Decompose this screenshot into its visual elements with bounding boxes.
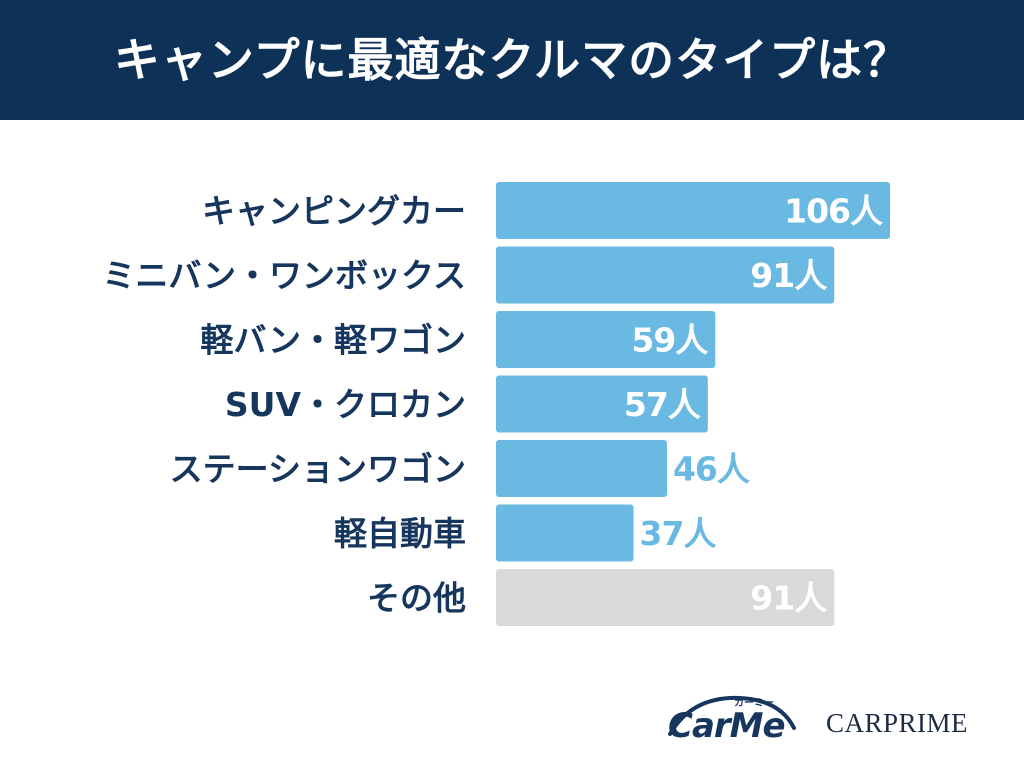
header-bar xyxy=(0,0,1024,120)
value-label-6: 91人 xyxy=(750,579,827,618)
value-label-2: 59人 xyxy=(631,321,708,360)
category-label-1: ミニバン・ワンボックス xyxy=(102,256,466,295)
bar-5 xyxy=(496,504,634,562)
bar-6 xyxy=(496,569,835,626)
carme-wordmark: CarMe xyxy=(668,706,786,746)
category-label-6: その他 xyxy=(367,579,466,618)
carme-car-icon xyxy=(668,695,796,736)
carprime-logo: CARPRIME xyxy=(826,708,969,738)
bar-3 xyxy=(496,375,708,433)
bar-2 xyxy=(496,311,716,368)
category-label-0: キャンピングカー xyxy=(202,192,466,231)
bar-0 xyxy=(496,182,890,239)
category-label-4: ステーションワゴン xyxy=(170,450,466,489)
bar-4 xyxy=(496,440,667,497)
carme-sub-label: カーミー xyxy=(734,698,774,709)
value-label-5: 37人 xyxy=(640,514,717,553)
category-label-3: SUV・クロカン xyxy=(225,385,466,424)
carme-logo: カーミー CarMe xyxy=(662,688,802,752)
value-label-0: 106人 xyxy=(784,192,883,231)
chart-title: キャンプに最適なクルマのタイプは？ xyxy=(113,33,911,87)
value-label-3: 57人 xyxy=(624,385,701,424)
category-label-2: 軽バン・軽ワゴン xyxy=(200,321,466,360)
value-label-4: 46人 xyxy=(673,450,750,489)
category-label-5: 軽自動車 xyxy=(334,514,466,553)
value-label-1: 91人 xyxy=(750,256,827,295)
bar-1 xyxy=(496,246,835,304)
